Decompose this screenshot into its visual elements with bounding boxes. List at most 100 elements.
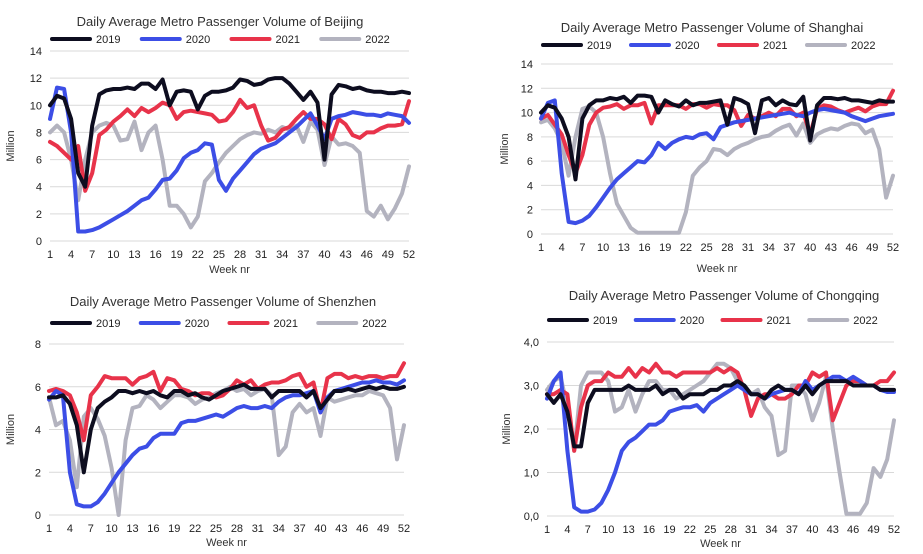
x-tick-label: 52 xyxy=(398,523,410,535)
series-line-2021 xyxy=(545,361,896,453)
x-tick-label: 10 xyxy=(107,249,119,261)
x-tick-label: 34 xyxy=(763,242,775,254)
x-tick-label: 40 xyxy=(806,524,818,536)
legend-label-2021: 2021 xyxy=(767,315,791,327)
x-tick-label: 25 xyxy=(213,249,225,261)
x-tick-label: 16 xyxy=(147,523,159,535)
series-line-2019 xyxy=(545,379,896,449)
series-line-2020 xyxy=(48,85,411,234)
chart-panel-1: Daily Average Metro Passenger Volume of … xyxy=(499,20,899,275)
x-tick-label: 16 xyxy=(638,242,650,254)
series-line-2021 xyxy=(48,97,411,193)
y-tick-label: 4 xyxy=(527,180,533,192)
x-axis-label: Week nr xyxy=(209,264,250,276)
x-tick-label: 19 xyxy=(663,524,675,536)
x-tick-label: 1 xyxy=(46,523,52,535)
x-tick-label: 43 xyxy=(340,249,352,261)
y-axis-label: Million xyxy=(501,413,513,444)
x-tick-label: 13 xyxy=(128,249,140,261)
y-tick-label: 14 xyxy=(30,46,42,58)
y-tick-label: 4,0 xyxy=(524,337,539,349)
x-tick-label: 22 xyxy=(192,249,204,261)
legend-label-2022: 2022 xyxy=(365,34,389,46)
y-tick-label: 2 xyxy=(527,205,533,217)
x-tick-label: 22 xyxy=(189,523,201,535)
y-tick-label: 3,0 xyxy=(524,381,539,393)
x-tick-label: 13 xyxy=(618,242,630,254)
y-tick-label: 2 xyxy=(35,467,41,479)
x-axis-label: Week nr xyxy=(697,263,738,275)
x-tick-label: 19 xyxy=(659,242,671,254)
y-tick-label: 6 xyxy=(36,155,42,167)
x-tick-label: 4 xyxy=(68,249,74,261)
x-tick-label: 28 xyxy=(721,242,733,254)
series-line-2020 xyxy=(545,370,896,514)
x-tick-label: 40 xyxy=(314,523,326,535)
series-line-2021 xyxy=(47,361,406,443)
y-axis-label: Million xyxy=(5,130,17,161)
x-tick-label: 46 xyxy=(361,249,373,261)
x-tick-label: 10 xyxy=(602,524,614,536)
x-tick-label: 37 xyxy=(786,524,798,536)
x-tick-label: 25 xyxy=(701,242,713,254)
x-tick-label: 31 xyxy=(745,524,757,536)
legend-label-2021: 2021 xyxy=(763,40,787,52)
x-tick-label: 10 xyxy=(597,242,609,254)
legend: 2019 2020 2021 2022 xyxy=(50,34,390,46)
x-tick-label: 4 xyxy=(564,524,570,536)
y-tick-label: 4 xyxy=(36,182,42,194)
y-tick-label: 4 xyxy=(35,425,41,437)
legend-label-2019: 2019 xyxy=(96,34,120,46)
x-tick-label: 22 xyxy=(680,242,692,254)
x-tick-label: 25 xyxy=(704,524,716,536)
legend-label-2020: 2020 xyxy=(186,34,210,46)
y-tick-label: 2 xyxy=(36,209,42,221)
x-tick-label: 43 xyxy=(825,242,837,254)
x-tick-label: 16 xyxy=(643,524,655,536)
x-tick-label: 49 xyxy=(866,242,878,254)
legend-label-2020: 2020 xyxy=(675,40,699,52)
x-tick-label: 49 xyxy=(867,524,879,536)
x-tick-label: 19 xyxy=(168,523,180,535)
legend-label-2022: 2022 xyxy=(851,40,875,52)
legend-label-2021: 2021 xyxy=(274,318,298,330)
y-tick-label: 8 xyxy=(527,132,533,144)
legend-label-2020: 2020 xyxy=(680,315,704,327)
x-tick-label: 34 xyxy=(765,524,777,536)
x-tick-label: 34 xyxy=(276,249,288,261)
legend-label-2022: 2022 xyxy=(362,318,386,330)
y-tick-label: 8 xyxy=(36,127,42,139)
y-tick-label: 6 xyxy=(35,382,41,394)
chart-panel-0: Daily Average Metro Passenger Volume of … xyxy=(5,14,415,276)
y-tick-label: 0 xyxy=(527,229,533,241)
x-tick-label: 31 xyxy=(255,249,267,261)
legend: 2019 2020 2021 2022 xyxy=(541,40,875,52)
y-tick-label: 0 xyxy=(35,510,41,522)
x-tick-label: 40 xyxy=(318,249,330,261)
x-tick-label: 13 xyxy=(126,523,138,535)
chart-title: Daily Average Metro Passenger Volume of … xyxy=(569,288,880,303)
x-tick-label: 19 xyxy=(171,249,183,261)
x-tick-label: 46 xyxy=(847,524,859,536)
y-tick-label: 1,0 xyxy=(524,468,539,480)
series-line-2020 xyxy=(47,378,406,509)
x-tick-label: 52 xyxy=(888,524,900,536)
y-tick-label: 10 xyxy=(521,108,533,120)
x-tick-label: 31 xyxy=(252,523,264,535)
legend-label-2022: 2022 xyxy=(853,315,877,327)
chart-panel-2: Daily Average Metro Passenger Volume of … xyxy=(5,294,410,549)
series-line-2019 xyxy=(539,93,895,182)
y-tick-label: 10 xyxy=(30,100,42,112)
x-tick-label: 1 xyxy=(538,242,544,254)
legend: 2019 2020 2021 2022 xyxy=(547,315,878,327)
legend-label-2019: 2019 xyxy=(593,315,617,327)
x-tick-label: 7 xyxy=(88,523,94,535)
y-axis-label: Million xyxy=(499,133,511,164)
x-tick-label: 10 xyxy=(106,523,118,535)
x-tick-label: 40 xyxy=(804,242,816,254)
y-tick-label: 0 xyxy=(36,236,42,248)
x-axis-label: Week nr xyxy=(206,537,247,549)
y-tick-label: 14 xyxy=(521,59,533,71)
series-line-2020 xyxy=(539,98,895,226)
